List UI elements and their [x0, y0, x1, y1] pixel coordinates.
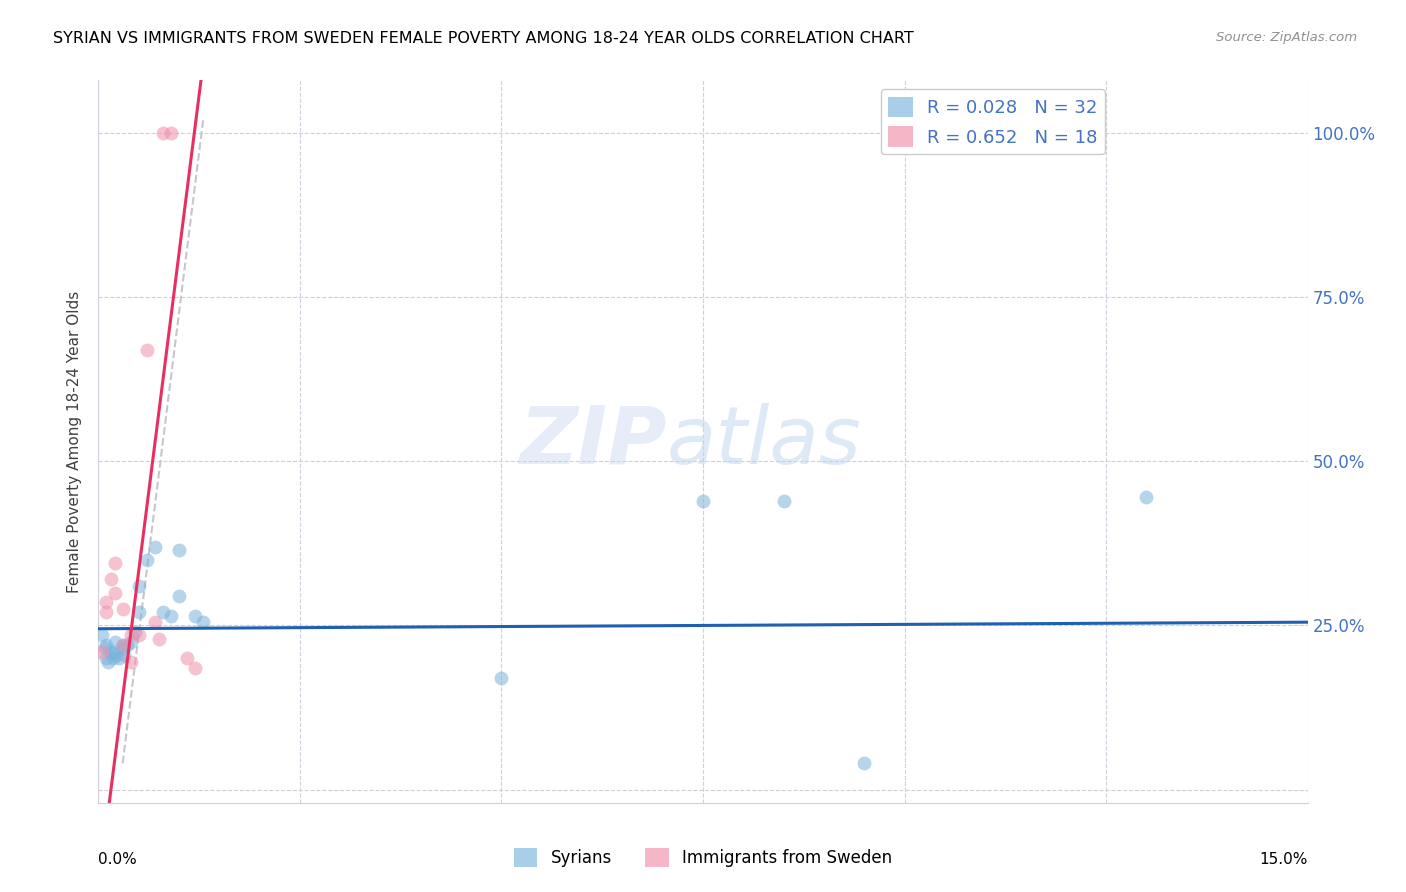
- Text: atlas: atlas: [666, 402, 862, 481]
- Point: [152, 605, 174, 619]
- Point: [124, 625, 146, 640]
- Point: [111, 641, 134, 656]
- Point: [111, 602, 134, 616]
- Point: [120, 655, 142, 669]
- Point: [176, 651, 198, 665]
- Point: [91, 628, 114, 642]
- Point: [107, 651, 129, 665]
- Point: [167, 542, 190, 557]
- Text: ZIP: ZIP: [519, 402, 666, 481]
- Text: Source: ZipAtlas.com: Source: ZipAtlas.com: [1216, 31, 1357, 45]
- Point: [111, 638, 134, 652]
- Point: [184, 608, 207, 623]
- Point: [111, 638, 134, 652]
- Point: [772, 493, 794, 508]
- Point: [112, 648, 135, 662]
- Point: [91, 645, 114, 659]
- Point: [96, 638, 118, 652]
- Point: [184, 661, 207, 675]
- Point: [103, 635, 125, 649]
- Point: [128, 628, 150, 642]
- Point: [94, 641, 117, 656]
- Point: [135, 343, 157, 357]
- Point: [96, 651, 118, 665]
- Point: [143, 615, 166, 630]
- Point: [491, 671, 513, 685]
- Point: [101, 651, 124, 665]
- Point: [853, 756, 876, 771]
- Point: [135, 553, 157, 567]
- Y-axis label: Female Poverty Among 18-24 Year Olds: Female Poverty Among 18-24 Year Olds: [67, 291, 83, 592]
- Legend: Syrians, Immigrants from Sweden: Syrians, Immigrants from Sweden: [508, 841, 898, 874]
- Point: [128, 579, 150, 593]
- Point: [96, 605, 118, 619]
- Text: 0.0%: 0.0%: [98, 852, 138, 867]
- Point: [103, 585, 125, 599]
- Text: 15.0%: 15.0%: [1260, 852, 1308, 867]
- Point: [148, 632, 170, 646]
- Point: [100, 573, 122, 587]
- Point: [100, 645, 122, 659]
- Point: [97, 655, 120, 669]
- Point: [143, 540, 166, 554]
- Point: [152, 126, 174, 140]
- Point: [103, 645, 125, 659]
- Point: [167, 589, 190, 603]
- Point: [128, 605, 150, 619]
- Point: [105, 648, 128, 662]
- Point: [193, 615, 215, 630]
- Point: [115, 638, 138, 652]
- Text: SYRIAN VS IMMIGRANTS FROM SWEDEN FEMALE POVERTY AMONG 18-24 YEAR OLDS CORRELATIO: SYRIAN VS IMMIGRANTS FROM SWEDEN FEMALE …: [53, 31, 914, 46]
- Point: [96, 595, 118, 609]
- Point: [692, 493, 714, 508]
- Point: [120, 635, 142, 649]
- Point: [1135, 491, 1157, 505]
- Point: [160, 608, 183, 623]
- Point: [120, 628, 142, 642]
- Point: [160, 126, 183, 140]
- Point: [103, 556, 125, 570]
